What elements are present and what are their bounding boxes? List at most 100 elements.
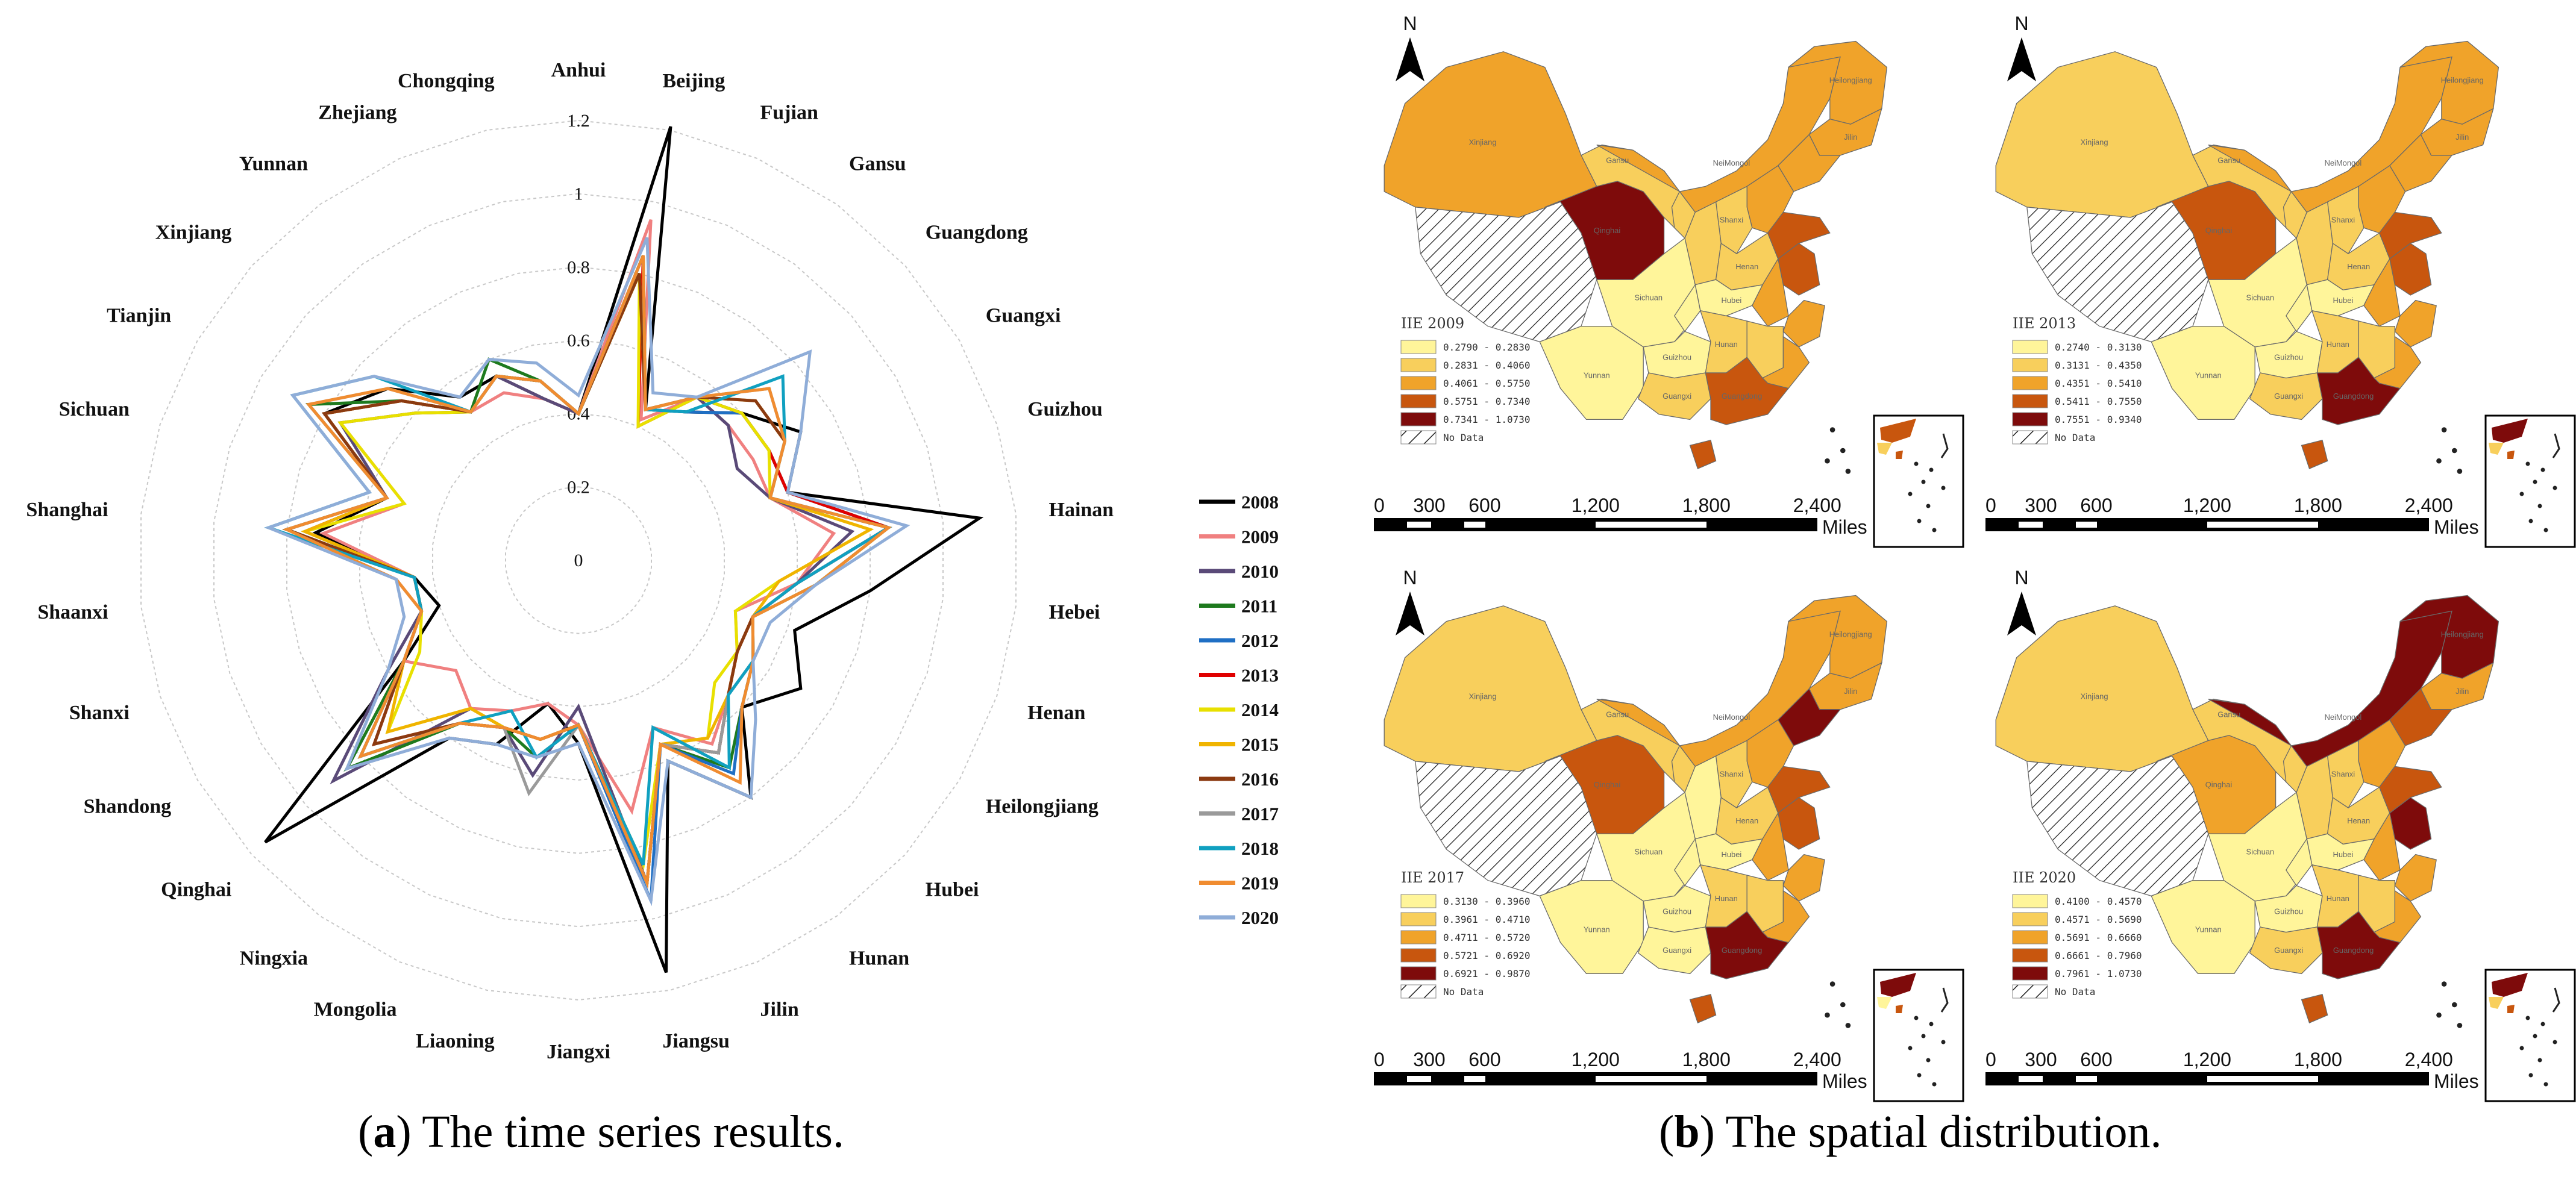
caption-b-text: The spatial distribution. <box>1714 1107 2162 1157</box>
map-label-guangxi: Guangxi <box>2274 946 2303 955</box>
inset-island-dot <box>2525 461 2530 466</box>
legend-label-2012: 2012 <box>1241 630 1279 651</box>
scale-tick-1-200: 1,200 <box>2183 1049 2231 1070</box>
legend-label-2008: 2008 <box>1241 492 1279 513</box>
legend-swatch-class-4 <box>2012 948 2048 963</box>
province-ningxia <box>2283 190 2307 239</box>
inset-island-dot <box>1932 1082 1937 1087</box>
radar-axis-label-mongolia: Mongolia <box>314 999 397 1021</box>
map-label-henan: Henan <box>1735 816 1758 825</box>
scale-tick-600: 600 <box>1468 495 1500 516</box>
map-legend: IIE 2017 0.3130 - 0.3960 0.3961 - 0.4710 0.… <box>1400 869 1531 999</box>
province-xinjiang <box>1995 605 2209 772</box>
legend-swatch-class-5 <box>2012 412 2048 426</box>
scale-tick-2-400: 2,400 <box>2405 1049 2453 1070</box>
map-label-gansu: Gansu <box>1606 710 1629 719</box>
map-label-guangdong: Guangdong <box>1722 392 1762 401</box>
province-ningxia <box>1671 190 1696 239</box>
legend-swatch-class-4 <box>1400 948 1437 963</box>
legend-break-3: 0.4711 - 0.5720 <box>1443 932 1531 943</box>
inset-island-dot <box>1914 1016 1919 1020</box>
radar-axis-label-shanghai: Shanghai <box>26 499 108 521</box>
radar-axis-label-zhejiang: Zhejiang <box>318 102 396 124</box>
map-label-heilongjiang: Heilongjiang <box>1829 629 1872 638</box>
scale-tick-300: 300 <box>2025 495 2057 516</box>
radar-axis-label-chongqing: Chongqing <box>398 70 495 92</box>
radar-axis-label-guangxi: Guangxi <box>986 305 1061 327</box>
legend-swatch-class-1 <box>1400 894 1437 908</box>
legend-swatch-class-3 <box>1400 376 1437 390</box>
legend-label-2016: 2016 <box>1241 769 1279 790</box>
scale-tick-600: 600 <box>1468 1049 1500 1070</box>
north-arrow-left <box>2007 592 2022 635</box>
province-guangxi <box>1637 926 1711 975</box>
radar-axis-label-qinghai: Qinghai <box>161 878 231 901</box>
island-dot <box>1825 458 1830 464</box>
north-label: N <box>2014 13 2028 34</box>
inset-frame <box>2484 969 2576 1102</box>
legend-swatch-class-2 <box>2012 912 2048 926</box>
map-label-qinghai: Qinghai <box>1594 226 1620 235</box>
map-label-yunnan: Yunnan <box>1584 925 1610 934</box>
map-label-shanxi: Shanxi <box>2331 216 2355 225</box>
map-legend-title: IIE 2020 <box>2013 869 2076 886</box>
legend-swatch-class-1 <box>2012 340 2048 354</box>
legend-label-2009: 2009 <box>1241 526 1279 548</box>
map-label-guangdong: Guangdong <box>2333 946 2374 955</box>
radar-tick-label: 1 <box>574 184 583 204</box>
map-label-hubei: Hubei <box>1722 850 1742 859</box>
inset-island-dot <box>1941 1040 1946 1044</box>
island-dot <box>2436 458 2442 464</box>
island-dot <box>2457 1023 2463 1028</box>
map-label-qinghai: Qinghai <box>2205 780 2232 789</box>
map-label-gansu: Gansu <box>2217 156 2240 165</box>
map-label-neimongol: NeiMongol <box>2325 713 2362 722</box>
radar-axis-label-jiangxi: Jiangxi <box>547 1041 610 1063</box>
province-guangxi <box>1637 372 1711 420</box>
province-guangdong <box>2316 911 2401 979</box>
scale-bar-segment <box>1407 1076 1431 1082</box>
inset-island-dot <box>1932 528 1937 532</box>
island-dot <box>2436 1012 2442 1018</box>
scale-tick-600: 600 <box>2080 495 2112 516</box>
scale-tick-1-800: 1,800 <box>2294 1049 2342 1070</box>
radar-grid-ring <box>140 119 1017 1001</box>
map-label-hunan: Hunan <box>2327 894 2349 903</box>
inset-island-dot <box>1926 504 1931 508</box>
scale-unit: Miles <box>1822 516 1867 538</box>
map-label-shanxi: Shanxi <box>1720 216 1743 225</box>
legend-break-4: 0.5411 - 0.7550 <box>2055 396 2142 407</box>
inset-island-dot <box>2533 1034 2537 1038</box>
scale-tick-1-200: 1,200 <box>1572 495 1620 516</box>
north-arrow-icon: N <box>1396 13 1424 81</box>
map-legend: IIE 2020 0.4100 - 0.4570 0.4571 - 0.5690 0.… <box>2012 869 2142 999</box>
radar-axis-label-beijing: Beijing <box>662 70 725 92</box>
radar-axis-label-hebei: Hebei <box>1049 601 1100 623</box>
radar-series <box>264 126 984 973</box>
inset-island-dot <box>1921 479 1926 484</box>
radar-axis-label-tianjin: Tianjin <box>107 305 171 327</box>
radar-tick-label: 0.8 <box>567 257 590 277</box>
map-label-guizhou: Guizhou <box>2274 907 2303 916</box>
map-label-sichuan: Sichuan <box>1635 293 1663 302</box>
map-label-hunan: Hunan <box>1715 340 1738 349</box>
province-guangdong <box>1705 357 1790 425</box>
map-label-sichuan: Sichuan <box>2246 848 2275 857</box>
map-label-hubei: Hubei <box>1722 296 1742 305</box>
island-dot <box>2457 469 2463 474</box>
legend-swatch-no-data <box>1400 430 1437 445</box>
map-label-gansu: Gansu <box>1606 156 1629 165</box>
province-xinjiang <box>1995 51 2209 218</box>
legend-label-2010: 2010 <box>1241 561 1279 582</box>
inset-island-dot <box>2519 492 2524 496</box>
map-label-guangxi: Guangxi <box>1662 392 1691 401</box>
map-label-heilongjiang: Heilongjiang <box>1829 75 1872 84</box>
map-legend-title: IIE 2009 <box>1401 315 1464 332</box>
scale-bar-segment <box>1407 522 1431 528</box>
caption-a: (a) The time series results. <box>358 1107 844 1157</box>
inset-map <box>1873 414 1964 548</box>
scale-tick-300: 300 <box>1413 495 1445 516</box>
north-arrow-right <box>2022 37 2036 81</box>
map-label-neimongol: NeiMongol <box>1713 713 1750 722</box>
